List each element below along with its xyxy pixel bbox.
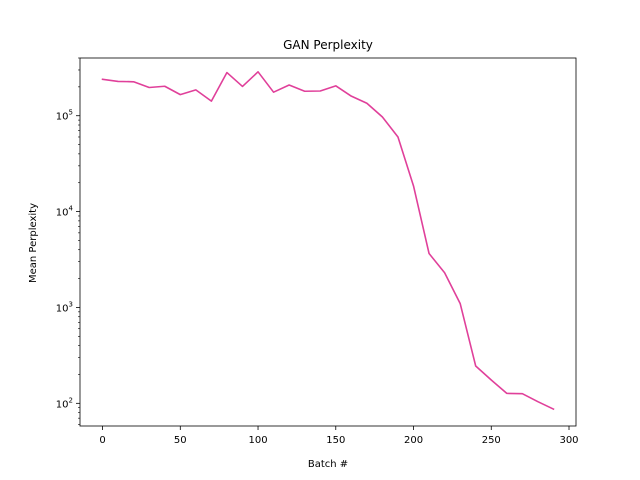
x-tick-label: 250 [482, 435, 501, 446]
y-tick-label: 105 [56, 109, 73, 123]
x-tick-label: 150 [326, 435, 345, 446]
x-tick-label: 200 [404, 435, 423, 446]
y-tick-label: 103 [56, 300, 73, 314]
chart-title: GAN Perplexity [283, 38, 373, 52]
x-tick-label: 50 [174, 435, 187, 446]
y-axis-label: Mean Perplexity [28, 203, 39, 283]
plot-area: 0 50 100 150 200 250 300 102 103 104 105 [56, 57, 579, 446]
x-tick-label: 300 [559, 435, 578, 446]
series-line-0 [101, 71, 555, 411]
x-tick-label: 100 [248, 435, 267, 446]
y-tick-label: 102 [56, 396, 73, 410]
axes-frame [79, 57, 577, 427]
x-tick-label: 0 [99, 435, 105, 446]
x-axis-label: Batch # [308, 459, 348, 470]
y-tick-label: 104 [56, 205, 74, 219]
